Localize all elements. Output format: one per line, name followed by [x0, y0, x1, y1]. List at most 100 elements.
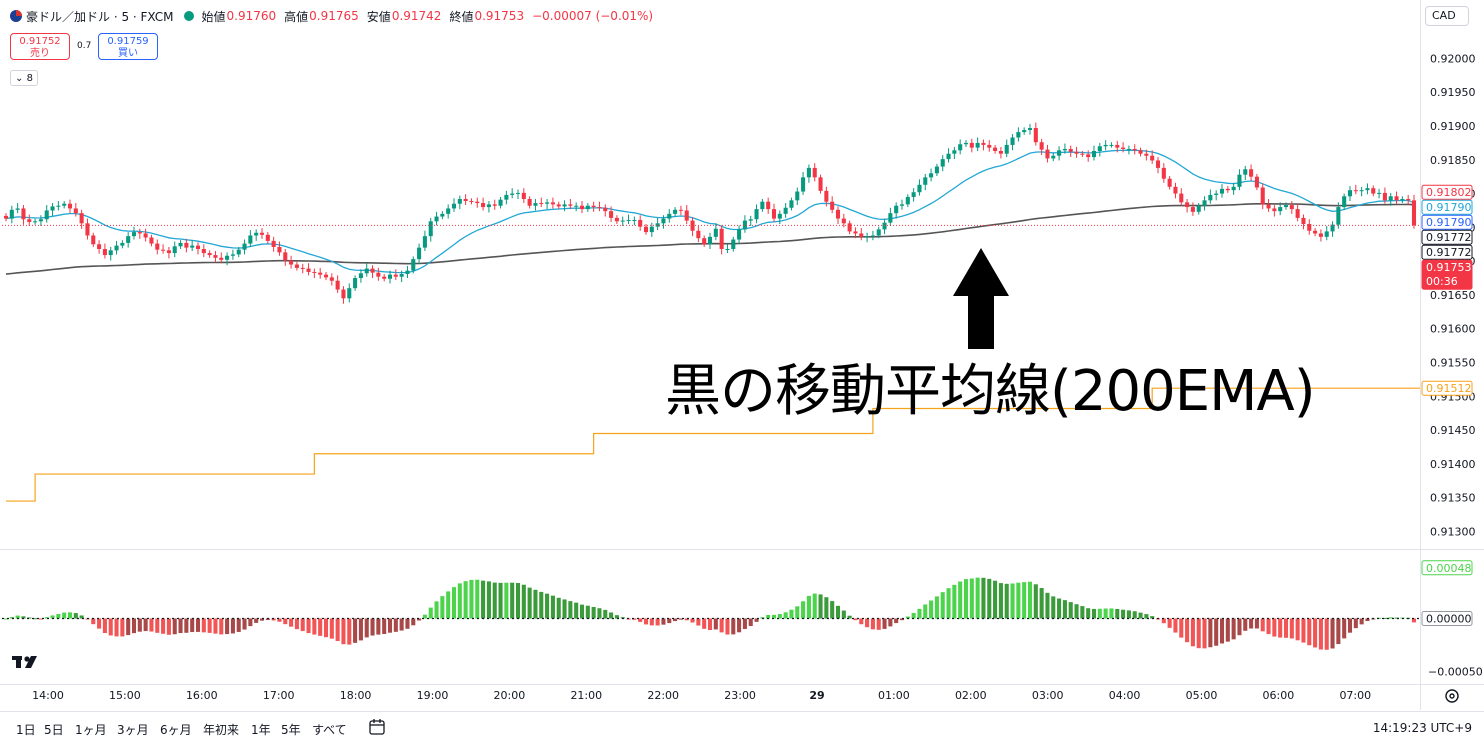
go-to-date-icon[interactable]	[368, 718, 386, 736]
histogram-bar	[789, 609, 794, 619]
histogram-bar	[684, 618, 689, 621]
time-axis-tick: 06:00	[1263, 689, 1295, 702]
price-axis-tick: 0.91350	[1430, 492, 1476, 505]
annotation-text: 黒の移動平均線(200EMA)	[665, 359, 1316, 424]
candle-body	[33, 221, 38, 223]
histogram-bar	[411, 618, 416, 626]
histogram-bar	[643, 618, 649, 625]
histogram-bar	[38, 618, 43, 620]
tradingview-logo-icon[interactable]	[12, 654, 42, 670]
histogram-bar	[963, 579, 969, 619]
candle-body	[1313, 230, 1318, 234]
histogram-bar	[801, 601, 806, 619]
period-6m[interactable]: 6ヶ月	[160, 723, 192, 737]
settings-icon[interactable]	[1444, 688, 1460, 704]
candle-body	[475, 201, 480, 204]
candle-body	[166, 250, 171, 254]
histogram-bar	[1196, 618, 1201, 649]
period-5d[interactable]: 5日	[44, 723, 64, 737]
histogram-bar	[609, 612, 614, 619]
period-1y[interactable]: 1年	[251, 723, 271, 737]
candle-body	[1324, 231, 1329, 237]
candle-body	[1411, 200, 1417, 226]
histogram-bar	[1074, 604, 1079, 619]
candle-body	[1353, 190, 1358, 192]
histogram-bar	[865, 618, 870, 628]
candle-body	[190, 245, 195, 248]
histogram-bar	[1202, 618, 1207, 649]
candle-body	[638, 219, 643, 227]
period-5y[interactable]: 5年	[281, 723, 301, 737]
candle-body	[451, 203, 457, 209]
candle-body	[812, 167, 817, 178]
time-axis-tick: 19:00	[417, 689, 449, 702]
histogram-bar	[545, 593, 550, 619]
candle-body	[545, 202, 550, 204]
histogram-bar	[725, 618, 730, 635]
low-value: 0.91742	[391, 9, 442, 23]
period-3m[interactable]: 3ヶ月	[117, 723, 149, 737]
candle-body	[1225, 188, 1230, 191]
histogram-bar	[50, 615, 55, 619]
candle-body	[1190, 207, 1195, 212]
candle-body	[21, 208, 26, 220]
candle-body	[102, 248, 107, 256]
histogram-bar	[835, 605, 841, 619]
period-all[interactable]: すべて	[312, 723, 347, 737]
candle-body	[678, 209, 683, 211]
candle-body	[161, 249, 166, 251]
histogram-bar	[1365, 618, 1370, 622]
candle-body	[958, 144, 963, 151]
price-axis-tick: 0.92000	[1430, 52, 1476, 65]
histogram-bar	[731, 618, 736, 635]
candle-body	[143, 233, 148, 238]
histogram-bar	[1301, 618, 1306, 643]
candle-body	[533, 203, 538, 206]
histogram-bar	[1138, 612, 1143, 619]
period-ytd[interactable]: 年初来	[203, 723, 240, 737]
candle-body	[1045, 149, 1050, 159]
histogram-bar	[62, 612, 67, 619]
histogram-bar	[161, 618, 166, 634]
histogram-bar	[754, 618, 759, 622]
price-label: 0.91512	[1426, 382, 1472, 395]
candle-body	[899, 204, 905, 206]
histogram-bar	[1190, 618, 1195, 647]
sell-button[interactable]: 0.91752 売り	[10, 33, 70, 60]
histogram-bar	[748, 618, 753, 627]
candle-body	[527, 198, 532, 206]
candle-body	[1185, 202, 1190, 208]
histogram-bar	[143, 618, 148, 632]
candle-body	[207, 253, 212, 256]
candle-body	[178, 242, 183, 247]
candle-body	[876, 229, 881, 236]
histogram-bar	[242, 618, 247, 630]
symbol-title[interactable]: 豪ドル／加ドル · 5 · FXCM	[26, 9, 174, 24]
close-value: 0.91753	[474, 9, 525, 23]
histogram-bar	[515, 583, 521, 619]
indicator-toggle-button[interactable]: ⌄ 8	[10, 70, 38, 86]
histogram-bar	[504, 582, 509, 619]
close-label: 終値	[449, 9, 474, 24]
buy-button[interactable]: 0.91759 買い	[98, 33, 158, 60]
candle-body	[539, 203, 544, 205]
currency-selector[interactable]: CAD	[1425, 6, 1469, 26]
histogram-bar	[1336, 618, 1341, 645]
low-label: 安値	[366, 9, 391, 24]
histogram-bar	[1266, 618, 1271, 635]
histogram-bar	[1272, 618, 1277, 637]
clock-display[interactable]: 14:19:23 UTC+9	[1372, 721, 1472, 735]
period-1m[interactable]: 1ヶ月	[75, 723, 107, 737]
period-1d[interactable]: 1日	[16, 723, 36, 737]
histogram-bar	[67, 612, 73, 619]
histogram-bar	[393, 618, 398, 632]
histogram-bar	[1377, 617, 1382, 619]
histogram-bar	[673, 618, 678, 622]
histogram-bar	[678, 618, 683, 620]
candle-body	[742, 220, 747, 230]
candle-body	[353, 278, 358, 289]
candle-body	[1126, 148, 1131, 150]
candle-body	[126, 236, 131, 243]
high-value: 0.91765	[309, 9, 359, 23]
